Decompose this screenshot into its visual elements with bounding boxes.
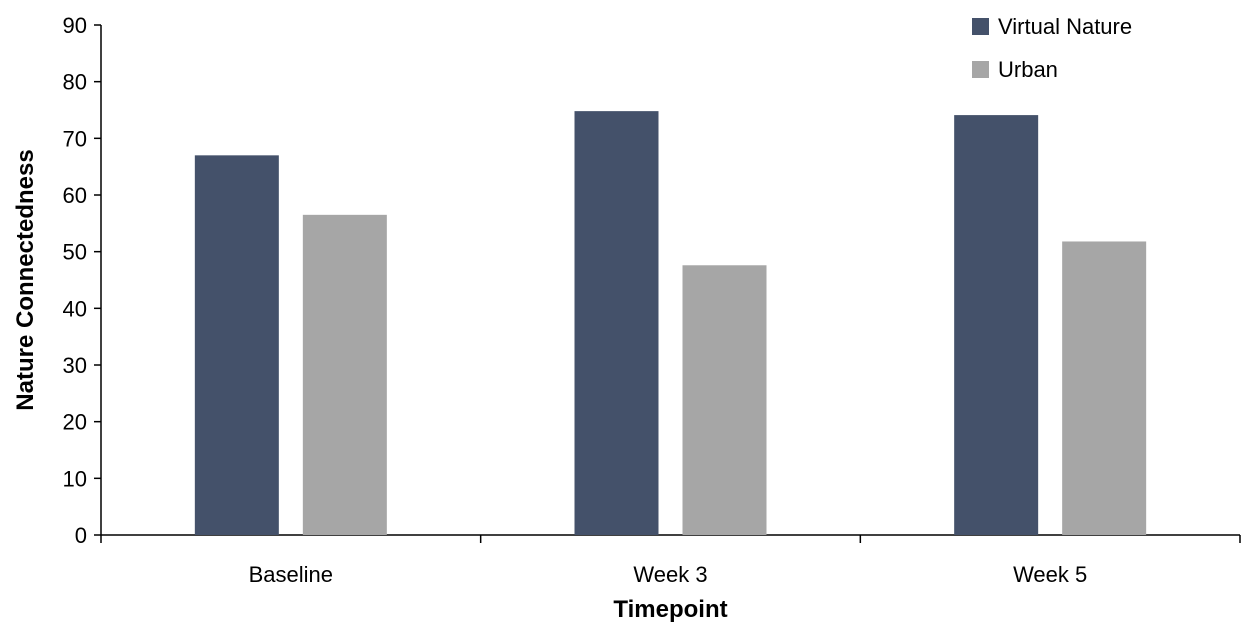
legend-swatch (972, 18, 989, 35)
bars (194, 111, 1147, 536)
x-axis-title: Timepoint (613, 596, 727, 623)
x-tick-label: Baseline (249, 562, 333, 587)
bar-urban-week-3 (682, 265, 767, 535)
y-tick-label: 10 (63, 466, 87, 491)
y-axis-title: Nature Connectedness (12, 149, 39, 410)
bar-urban-week-5 (1062, 241, 1147, 535)
bar-virtual-nature-week-3 (574, 111, 659, 535)
y-tick-label: 80 (63, 70, 87, 95)
y-tick-label: 0 (75, 523, 87, 548)
y-tick-label: 90 (63, 13, 87, 38)
y-tick-label: 70 (63, 126, 87, 151)
y-tick-label: 40 (63, 296, 87, 321)
legend-label: Urban (998, 57, 1058, 82)
bar-urban-baseline (302, 214, 387, 536)
bar-virtual-nature-baseline (194, 155, 279, 536)
y-tick-label: 50 (63, 240, 87, 265)
x-tick-label: Week 3 (633, 562, 707, 587)
y-axis: 0 10 20 30 40 50 60 70 80 90 (63, 13, 102, 548)
legend-swatch (972, 61, 989, 78)
y-tick-label: 60 (63, 183, 87, 208)
bar-virtual-nature-week-5 (954, 115, 1039, 535)
y-tick-label: 20 (63, 410, 87, 435)
x-axis: Baseline Week 3 Week 5 (100, 534, 1241, 587)
legend-label: Virtual Nature (998, 14, 1132, 39)
y-tick-label: 30 (63, 353, 87, 378)
legend: Virtual Nature Urban (972, 14, 1132, 82)
x-tick-label: Week 5 (1013, 562, 1087, 587)
